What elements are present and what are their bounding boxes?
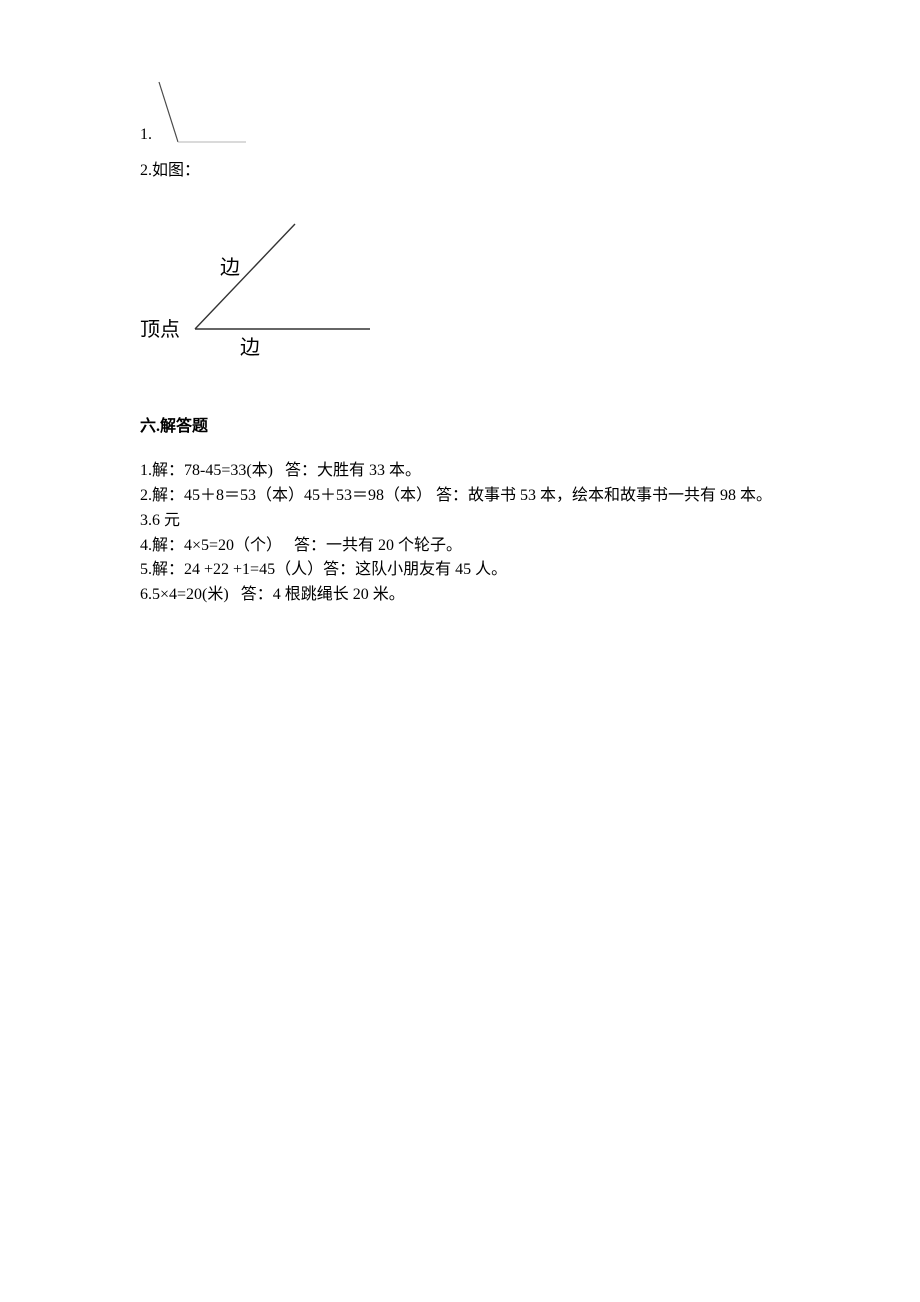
question-2: 2.如图： 边 边 顶点 — [140, 158, 790, 364]
section-6-title: 六.解答题 — [140, 414, 790, 440]
question-1: 1. — [140, 80, 790, 150]
answer-5: 5.解：24 +22 +1=45（人）答：这队小朋友有 45 人。 — [140, 558, 790, 583]
answer-4: 4.解：4×5=20（个） 答：一共有 20 个轮子。 — [140, 534, 790, 559]
angle-figure-2: 边 边 顶点 — [130, 204, 790, 364]
answer-6: 6.5×4=20(米) 答：4 根跳绳长 20 米。 — [140, 583, 790, 608]
svg-text:顶点: 顶点 — [140, 318, 180, 341]
svg-text:边: 边 — [240, 336, 260, 359]
answer-1: 1.解：78-45=33(本) 答：大胜有 33 本。 — [140, 459, 790, 484]
question-2-text: 2.如图： — [140, 158, 790, 184]
answer-3: 3.6 元 — [140, 509, 790, 534]
answer-2: 2.解：45＋8＝53（本）45＋53＝98（本） 答：故事书 53 本，绘本和… — [140, 484, 790, 509]
angle-figure-1 — [156, 80, 251, 150]
question-1-number: 1. — [140, 122, 152, 150]
svg-text:边: 边 — [220, 256, 240, 279]
